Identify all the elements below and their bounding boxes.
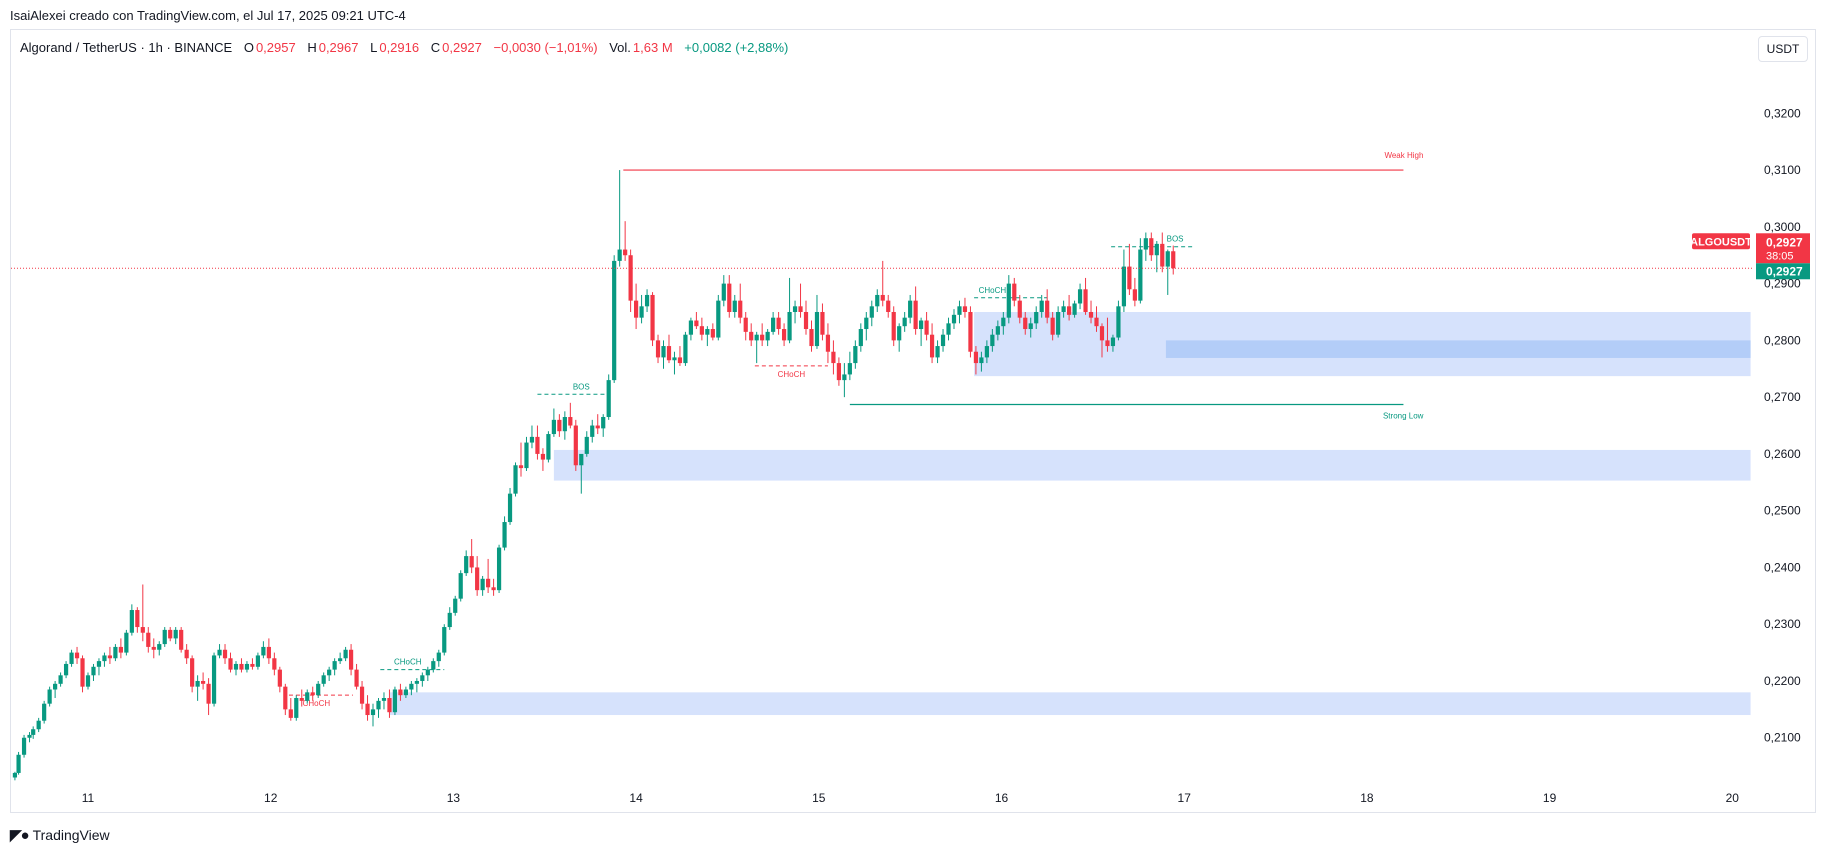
tradingview-logo-icon: ◤● (10, 827, 30, 844)
price-change: −0,0030 (−1,01%) (493, 40, 598, 55)
open-label: O (243, 40, 254, 55)
symbol-info-bar: Algorand / TetherUS · 1h · BINANCE O 0,29… (20, 40, 790, 55)
attribution-text: IsaiAlexei creado con TradingView.com, e… (10, 8, 406, 23)
tradingview-brand: TradingView (32, 827, 110, 843)
volume-label: Vol. (609, 40, 631, 55)
chart-frame (10, 29, 1816, 813)
volume-value: 1,63 M (632, 40, 673, 55)
close-label: C (430, 40, 441, 55)
open-value: 0,2957 (255, 40, 296, 55)
volume-change: +0,0082 (+2,88%) (684, 40, 789, 55)
low-value: 0,2916 (379, 40, 420, 55)
currency-unit-button[interactable]: USDT (1758, 36, 1808, 62)
close-value: 0,2927 (442, 40, 482, 55)
symbol-name[interactable]: Algorand / TetherUS · 1h · BINANCE (20, 40, 233, 55)
high-value: 0,2967 (318, 40, 359, 55)
tradingview-footer: ◤● TradingView (10, 826, 110, 844)
low-label: L (370, 40, 378, 55)
high-label: H (307, 40, 317, 55)
